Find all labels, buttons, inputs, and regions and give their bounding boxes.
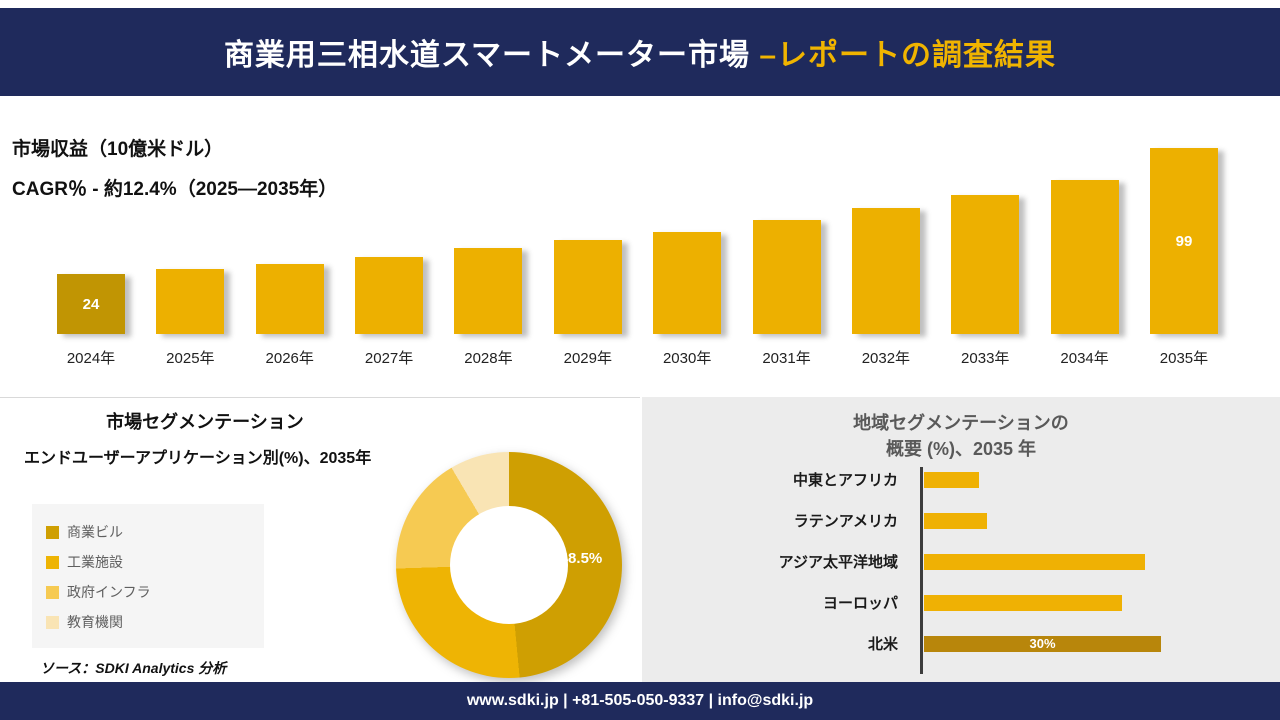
bar-value-label: 24 xyxy=(82,295,100,313)
region-title-line1: 地域セグメンテーションの xyxy=(853,413,1069,433)
report-footer: www.sdki.jp | +81-505-050-9337 | info@sd… xyxy=(0,682,1280,720)
x-axis-label: 2025年 xyxy=(166,350,215,367)
donut-share-label: 48.5% xyxy=(559,550,603,567)
region-bar-row: アジア太平洋地域 xyxy=(642,553,1280,571)
revenue-bar xyxy=(851,208,920,334)
legend-swatch xyxy=(46,615,59,629)
bar-column: 2027年 xyxy=(353,257,425,368)
x-axis-label: 2032年 xyxy=(861,350,911,367)
region-bar xyxy=(924,594,1122,611)
enduser-donut-chart: 48.5% xyxy=(396,452,622,678)
bar-column: 2028年 xyxy=(452,248,524,368)
bar-column: 2031年 xyxy=(751,220,823,368)
revenue-bar xyxy=(951,195,1020,334)
region-bar xyxy=(924,471,979,488)
bar-column: 24 2024年 xyxy=(55,274,127,368)
x-axis-label: 2027年 xyxy=(364,350,414,367)
legend-label: 商業ビル xyxy=(67,524,123,540)
report-header: 商業用三相水道スマートメーター市場 –レポートの調査結果 xyxy=(0,8,1280,96)
revenue-metric-label: 市場収益（10億米ドル） xyxy=(12,139,224,160)
bar-column: 2026年 xyxy=(254,264,326,368)
x-axis-label: 2031年 xyxy=(762,350,811,367)
legend-swatch xyxy=(46,555,59,569)
segmentation-title: 市場セグメンテーション xyxy=(106,412,304,432)
bar-column: 2029年 xyxy=(552,240,624,368)
region-bar-row: 中東とアフリカ xyxy=(642,471,1280,489)
region-label: アジア太平洋地域 xyxy=(778,554,898,571)
region-bar-row: ラテンアメリカ xyxy=(642,512,1280,530)
region-panel: 地域セグメンテーションの 概要 (%)、2035 年 中東とアフリカ ラテンアメリ… xyxy=(642,397,1280,682)
revenue-bar xyxy=(653,232,722,334)
revenue-bar xyxy=(255,264,324,334)
revenue-bar: 99 xyxy=(1149,148,1218,334)
revenue-bar xyxy=(553,240,622,334)
region-bar xyxy=(924,512,987,529)
revenue-bar: 24 xyxy=(57,274,125,334)
region-bar xyxy=(924,553,1145,570)
region-label: 中東とアフリカ xyxy=(792,472,898,489)
region-label: ヨーロッパ xyxy=(822,595,898,612)
bar-column: 99 2035年 xyxy=(1148,148,1220,368)
segmentation-subtitle: エンドユーザーアプリケーション別(%)、2035年 xyxy=(24,450,372,467)
x-axis-label: 2028年 xyxy=(464,350,513,367)
revenue-bar xyxy=(454,248,523,334)
x-axis-label: 2024年 xyxy=(66,350,116,367)
x-axis-label: 2026年 xyxy=(265,350,314,367)
x-axis-label: 2029年 xyxy=(563,350,612,367)
x-axis-label: 2035年 xyxy=(1159,350,1209,367)
legend-label: 政府インフラ xyxy=(67,584,151,600)
region-label: ラテンアメリカ xyxy=(793,513,898,530)
region-bar: 30% xyxy=(924,635,1161,652)
source-note: ソース：SDKI Analytics 分析 xyxy=(40,660,227,676)
revenue-bar xyxy=(156,269,225,334)
revenue-section: 市場収益（10億米ドル） CAGR％ - 約12.4%（2025―2035年） … xyxy=(0,96,1280,396)
region-bar-row: 北米 30% xyxy=(642,635,1280,653)
legend-label: 工業施設 xyxy=(67,554,123,570)
page-title-accent: –レポートの調査結果 xyxy=(759,39,1057,72)
bar-column: 2034年 xyxy=(1049,180,1121,368)
donut-legend: 商業ビル工業施設政府インフラ 教育機関 xyxy=(32,504,264,648)
donut-hole xyxy=(450,506,568,624)
cagr-label: CAGR％ - 約12.4%（2025―2035年） xyxy=(12,179,338,200)
region-bar-row: ヨーロッパ xyxy=(642,594,1280,612)
revenue-bar xyxy=(355,257,424,334)
region-title-line2: 概要 (%)、2035 年 xyxy=(885,439,1037,459)
bar-column: 2025年 xyxy=(154,269,226,368)
bar-column: 2030年 xyxy=(651,232,723,368)
x-axis-label: 2030年 xyxy=(662,350,712,367)
bar-value-label: 99 xyxy=(1175,232,1193,250)
region-label: 北米 xyxy=(867,636,898,653)
legend-label: 教育機関 xyxy=(67,614,123,630)
bar-column: 2033年 xyxy=(949,195,1021,368)
legend-item: 工業施設 xyxy=(46,552,250,572)
region-bar-value-label: 30% xyxy=(1029,636,1056,651)
legend-item: 教育機関 xyxy=(46,612,250,632)
legend-swatch xyxy=(46,585,59,599)
page-title-main: 商業用三相水道スマートメーター市場 xyxy=(223,39,760,72)
revenue-bar xyxy=(1050,180,1119,334)
segmentation-panel: 市場セグメンテーション エンドユーザーアプリケーション別(%)、2035年 商業… xyxy=(0,397,640,682)
region-chart-axis xyxy=(920,467,923,674)
footer-contact-text: www.sdki.jp | +81-505-050-9337 | info@sd… xyxy=(466,692,814,709)
revenue-bar xyxy=(752,220,821,334)
bar-column: 2032年 xyxy=(850,208,922,368)
legend-swatch xyxy=(46,525,59,539)
region-bar-chart: 中東とアフリカ ラテンアメリカアジア太平洋地域ヨーロッパ北米 30% xyxy=(642,471,1280,653)
x-axis-label: 2033年 xyxy=(961,350,1010,367)
revenue-bar-chart: 24 2024年 2025年 2026年 2027年 2028年 2029年 2030年 203… xyxy=(55,148,1220,368)
legend-item: 商業ビル xyxy=(46,522,250,542)
legend-item: 政府インフラ xyxy=(46,582,250,602)
page-title: 商業用三相水道スマートメーター市場 –レポートの調査結果 xyxy=(224,30,1056,74)
x-axis-label: 2034年 xyxy=(1060,350,1109,367)
